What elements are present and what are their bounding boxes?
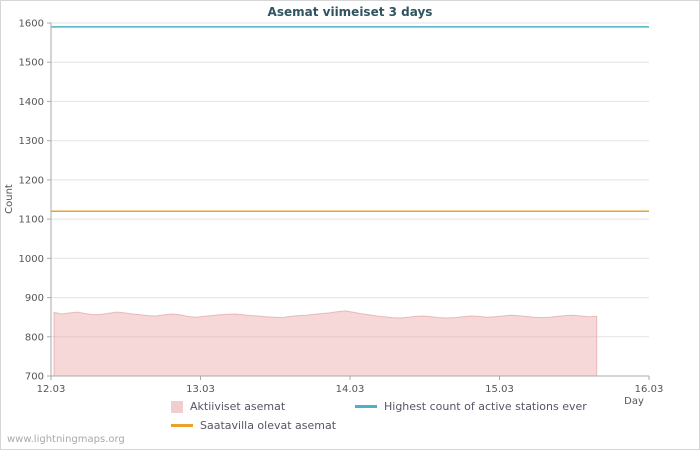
chart-title: Asemat viimeiset 3 days [268,5,433,19]
y-tick-label: 1600 [19,19,44,30]
x-tick-label: 15.03 [485,384,514,395]
legend-label: Saatavilla olevat asemat [200,419,337,432]
chart-legend: Aktiiviset asemat Highest count of activ… [171,400,587,432]
y-tick-label: 1000 [19,254,44,265]
legend-item-available-stations: Saatavilla olevat asemat [171,419,355,432]
x-tick-label: 12.03 [37,384,66,395]
plot-area: 700 800 900 1000 1100 1200 1300 1400 1500 1600 12.… [19,19,664,396]
legend-label: Highest count of active stations ever [384,400,587,413]
y-tick-label: 1400 [19,97,44,108]
x-tick-label: 14.03 [336,384,365,395]
y-tick-label: 1300 [19,136,44,147]
chart-svg: Asemat viimeiset 3 days Count Day 700 800… [4,5,664,407]
y-tick-label: 1100 [19,215,44,226]
y-tick-label: 900 [25,293,44,304]
y-tick-label: 700 [25,372,44,383]
area-series [53,310,598,377]
x-tick-label: 13.03 [186,384,215,395]
legend-item-highest-count: Highest count of active stations ever [355,400,587,413]
legend-label: Aktiiviset asemat [190,400,286,413]
y-tick-label: 1200 [19,175,44,186]
watermark-text: www.lightningmaps.org [7,434,125,445]
x-tick-label: 16.03 [635,384,664,395]
y-tick-label: 800 [25,332,44,343]
line-swatch-icon [355,405,377,408]
legend-item-active-stations: Aktiiviset asemat [171,400,355,413]
y-tick-label: 1500 [19,58,44,69]
area-swatch-icon [171,400,183,413]
y-axis-label: Count [4,184,15,214]
line-swatch-icon [171,424,193,427]
x-axis-label: Day [624,396,644,407]
